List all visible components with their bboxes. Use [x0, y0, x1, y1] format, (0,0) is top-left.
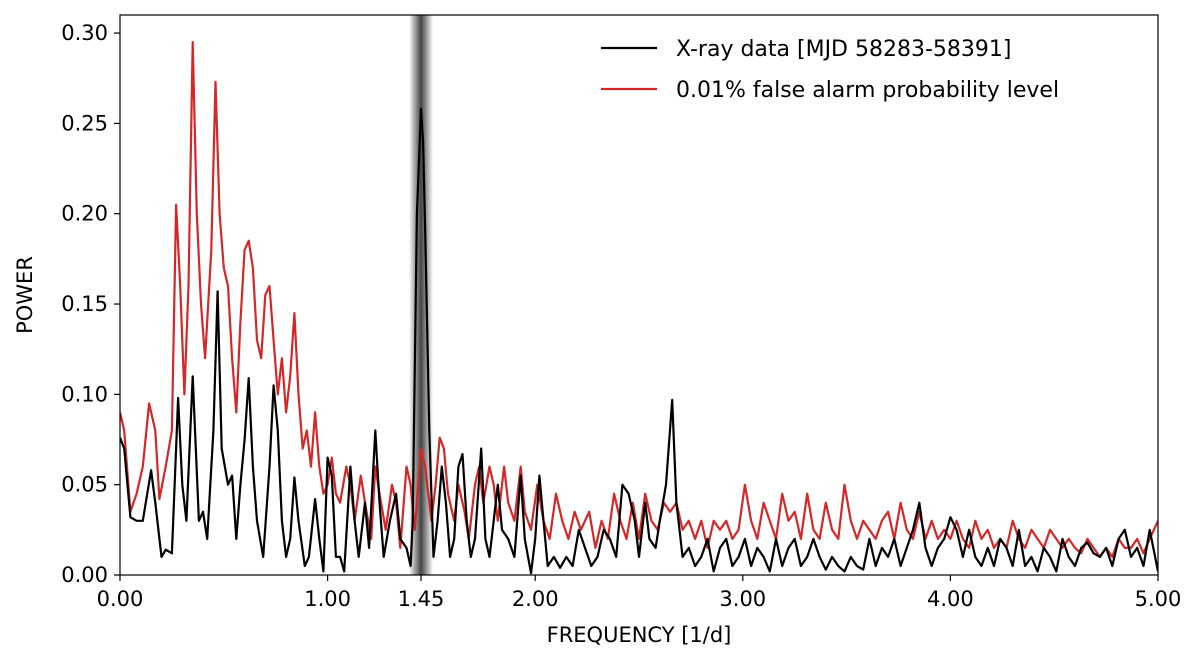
x-tick-label: 4.00 — [927, 587, 974, 611]
y-axis-label: POWER — [13, 256, 37, 334]
y-tick-label: 0.10 — [61, 382, 108, 406]
y-tick-label: 0.25 — [61, 111, 108, 135]
plot-frame — [119, 14, 1159, 576]
x-tick-label: 5.00 — [1135, 587, 1182, 611]
y-tick-label: 0.15 — [61, 292, 108, 316]
legend: X-ray data [MJD 58283-58391] 0.01% false… — [601, 37, 1059, 103]
series-line-fap — [120, 41, 1158, 558]
series-layer — [120, 41, 1158, 575]
x-axis-label: FREQUENCY [1/d] — [547, 623, 732, 647]
x-tick-label: 1.45 — [398, 587, 445, 611]
x-tick-label: 2.00 — [512, 587, 559, 611]
y-tick-label: 0.05 — [61, 473, 108, 497]
x-axis-ticks: 0.00 1.00 1.45 2.00 3.00 4.00 5.00 — [97, 575, 1182, 611]
y-tick-label: 0.30 — [61, 21, 108, 45]
y-tick-label: 0.20 — [61, 202, 108, 226]
series-line-xray — [120, 107, 1158, 575]
x-tick-label: 0.00 — [97, 587, 144, 611]
y-axis-ticks: 0.00 0.05 0.10 0.15 0.20 0.25 0.30 — [61, 21, 120, 587]
x-tick-label: 1.00 — [304, 587, 351, 611]
x-tick-label: 3.00 — [719, 587, 766, 611]
legend-label-fap: 0.01% false alarm probability level — [676, 78, 1059, 103]
y-tick-label: 0.00 — [61, 563, 108, 587]
legend-label-xray: X-ray data [MJD 58283-58391] — [676, 37, 1011, 62]
